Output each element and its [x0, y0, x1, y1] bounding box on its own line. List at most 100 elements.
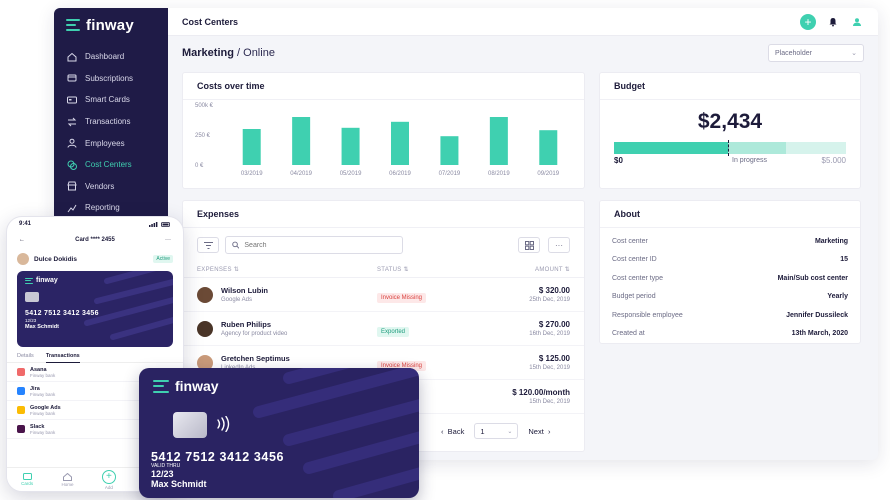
amount-value: $ 270.00 [538, 320, 570, 329]
sidebar-item-label: Employees [85, 138, 125, 148]
phone-user-row: Dulce Dokidis Active [7, 249, 183, 269]
next-button[interactable]: Next › [528, 426, 551, 436]
about-value: Jennifer Dussileck [786, 311, 848, 319]
search-box[interactable] [225, 236, 403, 254]
phone-card-preview[interactable]: finway 5412 7512 3412 3456 12/23 Max Sch… [17, 271, 173, 347]
sidebar-item-cost-centers[interactable]: Cost Centers [54, 154, 168, 176]
expense-amount: $ 270.00 16th Dec, 2019 [477, 320, 570, 337]
bar-05/2019[interactable] [341, 127, 360, 165]
nav-add[interactable]: + Add [101, 469, 116, 490]
sidebar-item-subscriptions[interactable]: Subscriptions [54, 68, 168, 90]
about-key: Budget period [612, 293, 656, 301]
about-card: About Cost center Marketing Cost center ID… [599, 200, 861, 344]
avatar [197, 286, 213, 303]
about-key: Cost center type [612, 274, 663, 282]
sidebar-item-vendors[interactable]: Vendors [54, 176, 168, 198]
card-logo: finway [25, 277, 165, 284]
about-key: Cost center ID [612, 256, 657, 264]
bar-07/2019[interactable] [440, 136, 459, 165]
sidebar-item-label: Subscriptions [85, 73, 134, 83]
amount-value: $ 120.00/month [512, 388, 570, 397]
table-row[interactable]: Ruben Philips Agency for product video Exp… [183, 312, 584, 346]
user-icon [66, 138, 77, 149]
col-status[interactable]: STATUS ⇅ [377, 267, 409, 273]
bell-icon[interactable] [826, 15, 840, 29]
bar-08/2019[interactable] [489, 117, 508, 165]
back-arrow-icon[interactable]: ← [19, 237, 25, 243]
period-select[interactable]: Placeholder ⌄ [768, 44, 864, 62]
search-input[interactable] [244, 241, 396, 249]
more-icon[interactable]: ··· [164, 237, 171, 243]
bar-04/2019[interactable] [292, 117, 311, 165]
finway-logo-icon [25, 277, 33, 284]
brand-logo[interactable]: finway [54, 8, 168, 42]
budget-progress-bar [614, 140, 846, 156]
x-tick-label: 04/2019 [290, 171, 312, 177]
next-label: Next [528, 426, 544, 436]
budget-title: Budget [600, 73, 860, 100]
expenses-column-headers: EXPENSES ⇅ STATUS ⇅ AMOUNT ⇅ [183, 262, 584, 278]
table-row[interactable]: Wilson Lubin Google Ads Invoice Missing $ 3… [183, 278, 584, 312]
bar-09/2019[interactable] [539, 130, 558, 165]
nav-home[interactable]: Home [62, 472, 74, 487]
vendor-logo-icon [17, 406, 25, 414]
more-button[interactable]: ··· [548, 237, 570, 253]
sidebar-item-employees[interactable]: Employees [54, 132, 168, 154]
nav-cards[interactable]: Cards [21, 473, 33, 486]
view-controls: ··· [518, 237, 570, 253]
phone-transaction-list: Asana Finway bank Jira Finway bank Google Ad… [7, 363, 183, 439]
expense-subtitle: Agency for product video [221, 331, 288, 337]
col-expenses[interactable]: EXPENSES ⇅ [197, 267, 240, 273]
phone-time: 9:41 [19, 221, 32, 227]
card-logo: finway [153, 378, 219, 394]
chevron-down-icon: ⌄ [851, 50, 857, 57]
list-item[interactable]: Google Ads Finway bank [7, 401, 183, 420]
list-item[interactable]: Jira Finway bank [7, 382, 183, 401]
filter-button[interactable] [197, 237, 219, 253]
amount-date: 15th Dec, 2019 [529, 365, 570, 371]
add-button[interactable]: + [800, 13, 816, 30]
vendors-icon [66, 181, 77, 192]
transaction-text: Asana Finway bank [30, 367, 55, 378]
sidebar-item-label: Smart Cards [85, 95, 130, 105]
col-amount[interactable]: AMOUNT ⇅ [535, 267, 570, 273]
tab-transactions[interactable]: Transactions [45, 353, 80, 363]
sidebar-item-reporting[interactable]: Reporting [54, 197, 168, 219]
grid-view-button[interactable] [518, 237, 540, 253]
profile-icon[interactable] [850, 15, 864, 29]
phone-header-title: Card **** 2455 [75, 237, 115, 243]
card-holder: Max Schmidt [25, 324, 59, 330]
chart-title: Costs over time [183, 73, 584, 100]
topbar-actions: + [800, 13, 864, 30]
page-number: 1 [480, 426, 485, 436]
phone-user-name: Dulce Dokidis [34, 255, 77, 263]
budget-card: Budget $2,434 $0 In progress $5.000 [599, 72, 861, 189]
cost-centers-icon [66, 159, 77, 170]
list-item[interactable]: Asana Finway bank [7, 363, 183, 382]
bar-03/2019[interactable] [242, 129, 261, 165]
x-tick-label: 03/2019 [241, 171, 263, 177]
list-item[interactable]: Slack Finway bank [7, 420, 183, 439]
back-button[interactable]: ‹ Back [441, 426, 465, 436]
bar-06/2019[interactable] [391, 121, 409, 165]
expense-status: Invoice Missing [377, 354, 477, 372]
sidebar-item-dashboard[interactable]: Dashboard [54, 46, 168, 68]
expense-status: Exported [377, 320, 477, 338]
costs-bar-chart: 500k € 250 € 0 € 03/2019 04/2019 05/2019 06/20… [195, 103, 560, 177]
about-list: Cost center Marketing Cost center ID 15 Cost… [600, 228, 860, 343]
about-row: Cost center ID 15 [600, 251, 860, 270]
avatar [17, 253, 29, 265]
page-select[interactable]: 1 ⌄ [474, 423, 519, 439]
reporting-icon [66, 202, 77, 213]
add-icon: + [101, 469, 116, 484]
amount-date: 16th Dec, 2019 [529, 331, 570, 337]
about-row: Cost center Marketing [600, 232, 860, 251]
x-tick-label: 07/2019 [439, 171, 461, 177]
sidebar-item-transactions[interactable]: Transactions [54, 111, 168, 133]
sidebar-item-smart-cards[interactable]: Smart Cards [54, 89, 168, 111]
tab-details[interactable]: Details [17, 353, 34, 359]
amount-value: $ 125.00 [538, 354, 570, 363]
status-badge: Invoice Missing [377, 360, 427, 371]
physical-card: finway 5412 7512 3412 3456 VALID THRU 12… [139, 368, 419, 498]
expense-name: Wilson Lubin [221, 286, 269, 295]
